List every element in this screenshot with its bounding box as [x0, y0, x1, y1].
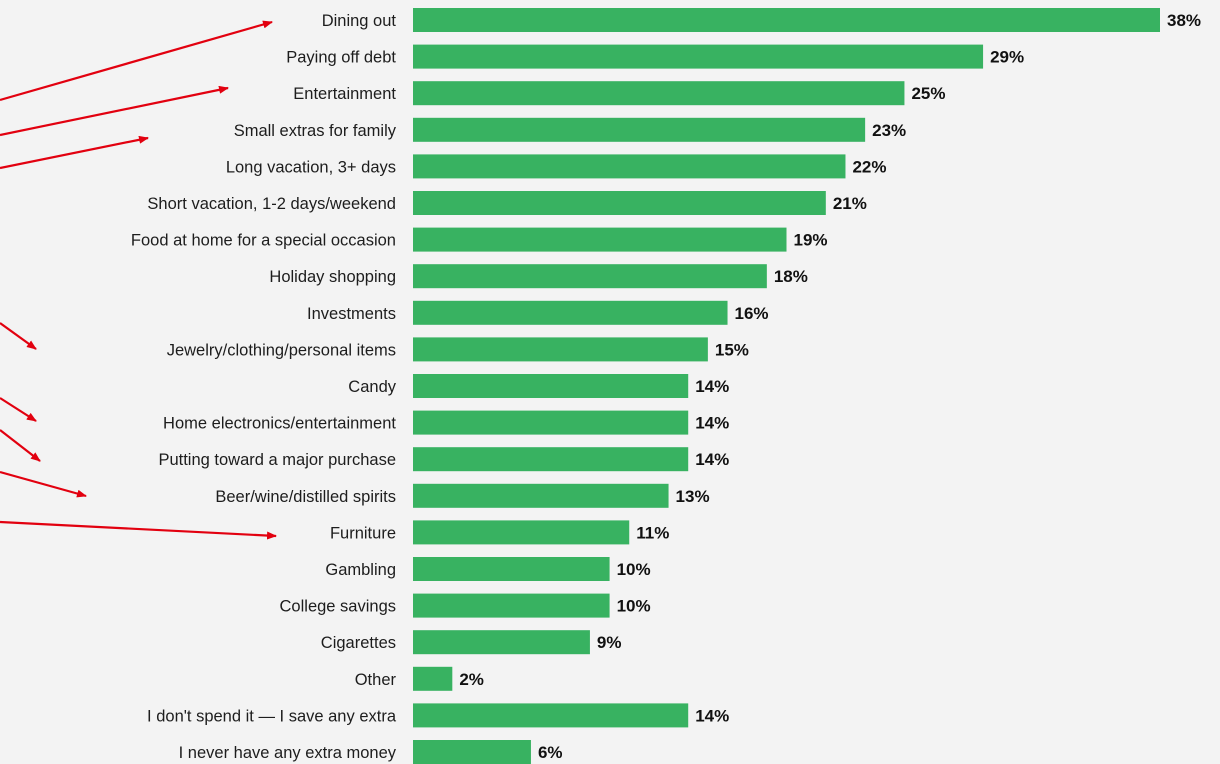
arrow-to-dining-out	[0, 22, 272, 100]
category-label-candy: Candy	[348, 378, 396, 396]
category-label-cigarettes: Cigarettes	[321, 634, 396, 652]
value-label-small-extras-for-family: 23%	[872, 121, 906, 140]
category-label-college-savings: College savings	[280, 598, 396, 616]
arrow-to-putting-toward-a-major-purchase	[0, 430, 40, 461]
value-label-investments: 16%	[735, 304, 769, 323]
category-label-beer-wine-distilled-spirits: Beer/wine/distilled spirits	[215, 488, 396, 506]
arrow-to-home-electronics-entertainment	[0, 398, 36, 421]
bar-jewelry-clothing-personal-items	[413, 337, 708, 361]
bar-other	[413, 667, 452, 691]
arrow-to-entertainment	[0, 88, 228, 135]
value-label-entertainment: 25%	[911, 84, 945, 103]
value-label-furniture: 11%	[636, 523, 669, 542]
bar-cigarettes	[413, 630, 590, 654]
bar-long-vacation-3-days	[413, 154, 845, 178]
arrow-to-small-extras-for-family	[0, 138, 148, 168]
bar-entertainment	[413, 81, 904, 105]
value-label-beer-wine-distilled-spirits: 13%	[676, 487, 710, 506]
category-label-paying-off-debt: Paying off debt	[286, 49, 396, 67]
value-label-short-vacation-1-2-days-weekend: 21%	[833, 194, 867, 213]
bar-i-don-t-spend-it-i-save-any-extra	[413, 703, 688, 727]
value-label-cigarettes: 9%	[597, 633, 622, 652]
arrow-to-furniture	[0, 522, 276, 536]
value-label-long-vacation-3-days: 22%	[852, 157, 886, 176]
arrow-to-beer-wine-distilled-spirits	[0, 472, 86, 496]
value-label-i-never-have-any-extra-money: 6%	[538, 743, 563, 762]
category-labels: Dining out Paying off debt Entertainment Sm…	[131, 12, 397, 762]
category-label-short-vacation-1-2-days-weekend: Short vacation, 1-2 days/weekend	[147, 195, 396, 213]
value-label-jewelry-clothing-personal-items: 15%	[715, 340, 749, 359]
category-label-furniture: Furniture	[330, 524, 396, 542]
category-label-jewelry-clothing-personal-items: Jewelry/clothing/personal items	[167, 341, 396, 359]
bar-furniture	[413, 520, 629, 544]
value-label-dining-out: 38%	[1167, 11, 1201, 30]
bar-candy	[413, 374, 688, 398]
bar-food-at-home-for-a-special-occasion	[413, 228, 787, 252]
bar-short-vacation-1-2-days-weekend	[413, 191, 826, 215]
category-label-long-vacation-3-days: Long vacation, 3+ days	[226, 158, 396, 176]
bar-gambling	[413, 557, 610, 581]
value-label-college-savings: 10%	[617, 597, 651, 616]
category-label-other: Other	[355, 671, 397, 689]
category-label-food-at-home-for-a-special-occasion: Food at home for a special occasion	[131, 232, 396, 250]
bar-putting-toward-a-major-purchase	[413, 447, 688, 471]
value-label-candy: 14%	[695, 377, 729, 396]
value-label-i-don-t-spend-it-i-save-any-extra: 14%	[695, 706, 729, 725]
bar-paying-off-debt	[413, 45, 983, 69]
arrow-to-jewelry-clothing-personal-items	[0, 323, 36, 349]
bar-beer-wine-distilled-spirits	[413, 484, 669, 508]
value-label-holiday-shopping: 18%	[774, 267, 808, 286]
value-label-gambling: 10%	[617, 560, 651, 579]
value-label-putting-toward-a-major-purchase: 14%	[695, 450, 729, 469]
bars-group	[413, 8, 1160, 764]
bar-investments	[413, 301, 728, 325]
category-label-holiday-shopping: Holiday shopping	[269, 268, 396, 286]
category-label-entertainment: Entertainment	[293, 85, 396, 103]
category-label-home-electronics-entertainment: Home electronics/entertainment	[163, 415, 396, 433]
category-label-dining-out: Dining out	[322, 12, 397, 30]
bar-home-electronics-entertainment	[413, 411, 688, 435]
value-label-other: 2%	[459, 670, 484, 689]
category-label-i-don-t-spend-it-i-save-any-extra: I don't spend it — I save any extra	[147, 707, 397, 725]
value-label-paying-off-debt: 29%	[990, 48, 1024, 67]
bar-dining-out	[413, 8, 1160, 32]
bar-college-savings	[413, 594, 610, 618]
value-label-food-at-home-for-a-special-occasion: 19%	[794, 231, 828, 250]
category-label-gambling: Gambling	[325, 561, 396, 579]
value-label-home-electronics-entertainment: 14%	[695, 414, 729, 433]
bar-holiday-shopping	[413, 264, 767, 288]
category-label-investments: Investments	[307, 305, 396, 323]
category-label-small-extras-for-family: Small extras for family	[234, 122, 397, 140]
category-label-putting-toward-a-major-purchase: Putting toward a major purchase	[158, 451, 396, 469]
category-label-i-never-have-any-extra-money: I never have any extra money	[179, 744, 397, 762]
bar-i-never-have-any-extra-money	[413, 740, 531, 764]
bar-small-extras-for-family	[413, 118, 865, 142]
